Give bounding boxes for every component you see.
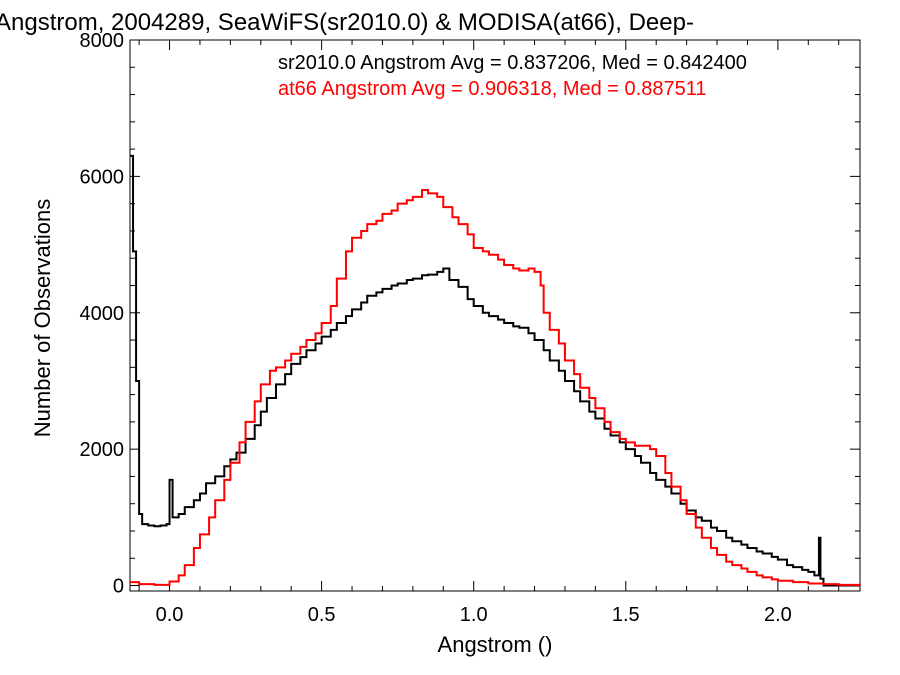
x-axis-label: Angstrom () <box>438 632 553 657</box>
x-axis-ticks: 0.0 0.5 1.0 1.5 2.0 <box>138 40 840 626</box>
at66-series-line <box>130 189 861 586</box>
y-tick-label: 4000 <box>80 303 125 325</box>
series-layer <box>130 154 861 587</box>
y-axis-label: Number of Observations <box>30 199 55 437</box>
y-tick-label: 6000 <box>80 166 125 188</box>
chart-title: Angstrom, 2004289, SeaWiFS(sr2010.0) & M… <box>0 9 694 36</box>
at66-stat-annotation: at66 Angstrom Avg = 0.906318, Med = 0.88… <box>278 78 706 100</box>
y-tick-label: 0 <box>113 576 124 598</box>
sr2010-series-line <box>130 154 860 587</box>
y-tick-label: 2000 <box>80 439 125 461</box>
x-tick-label: 1.5 <box>612 604 640 626</box>
x-tick-label: 0.0 <box>156 604 184 626</box>
y-tick-label: 8000 <box>80 30 125 52</box>
x-tick-label: 2.0 <box>764 604 792 626</box>
y-axis-ticks: 0 2000 4000 6000 8000 <box>80 30 860 598</box>
x-tick-label: 1.0 <box>460 604 488 626</box>
plot-area-frame <box>129 39 861 592</box>
x-tick-label: 0.5 <box>308 604 336 626</box>
sr2010-stat-annotation: sr2010.0 Angstrom Avg = 0.837206, Med = … <box>278 52 747 74</box>
